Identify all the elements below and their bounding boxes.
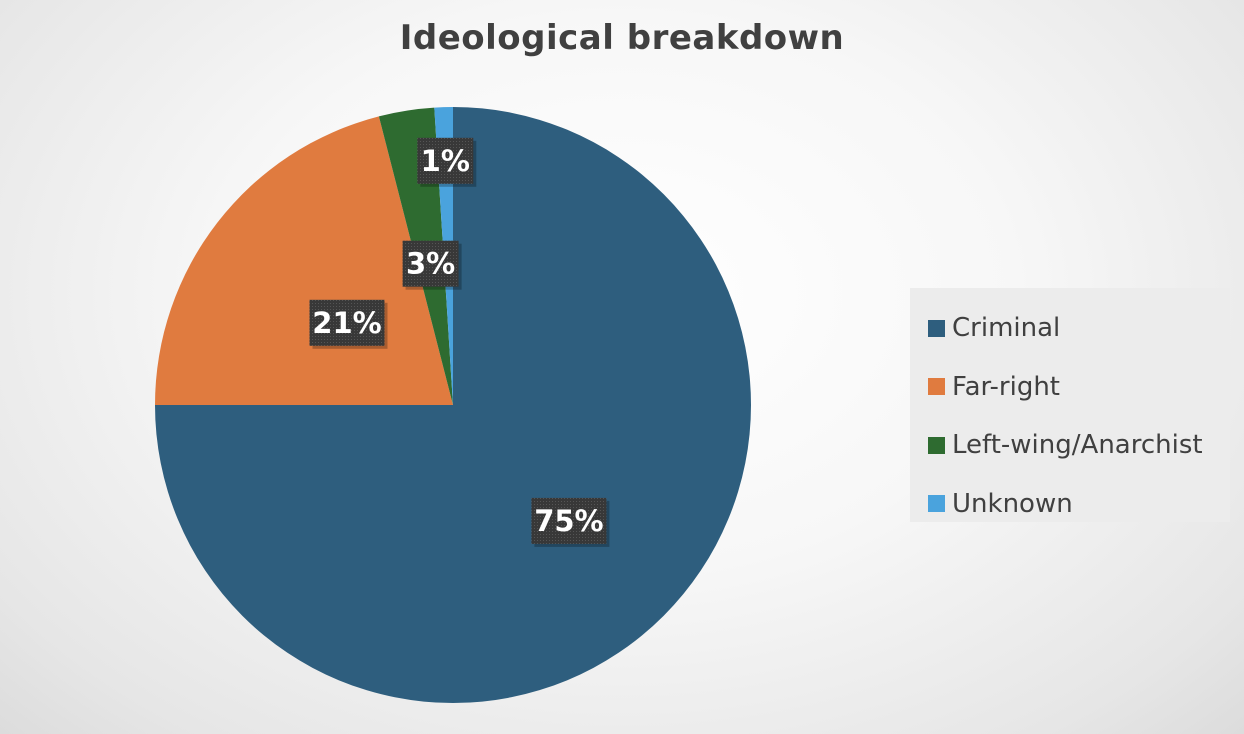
data-label-left-wing-anarchist: 3% — [402, 240, 462, 290]
data-label-box — [531, 497, 607, 544]
legend-swatch — [928, 436, 945, 454]
chart-title: Ideological breakdown — [399, 18, 845, 58]
data-label-box — [309, 299, 385, 346]
data-label-text: 3% — [406, 247, 455, 281]
legend-item-unknown: Unknown — [910, 475, 1230, 534]
legend-swatch — [928, 495, 945, 513]
data-label-text: 75% — [534, 504, 603, 538]
data-label-unknown: 1% — [417, 137, 477, 187]
legend-item-left-wing-anarchist: Left-wing/Anarchist — [910, 416, 1230, 475]
legend: Criminal Far-right Left-wing/Anarchist Unkn… — [910, 288, 1230, 522]
data-label-criminal: 75% — [531, 497, 610, 547]
legend-item-criminal: Criminal — [910, 299, 1230, 358]
data-label-text: 1% — [421, 144, 470, 178]
data-label-box — [417, 137, 474, 184]
legend-swatch — [928, 378, 945, 396]
data-label-box — [402, 240, 459, 287]
legend-label: Unknown — [952, 488, 1073, 519]
legend-item-far-right: Far-right — [910, 358, 1230, 417]
data-label-text: 21% — [312, 306, 381, 340]
legend-label: Left-wing/Anarchist — [952, 430, 1203, 461]
legend-label: Far-right — [952, 371, 1060, 402]
data-label-far-right: 21% — [309, 299, 388, 349]
legend-swatch — [928, 319, 945, 337]
legend-label: Criminal — [952, 313, 1061, 344]
